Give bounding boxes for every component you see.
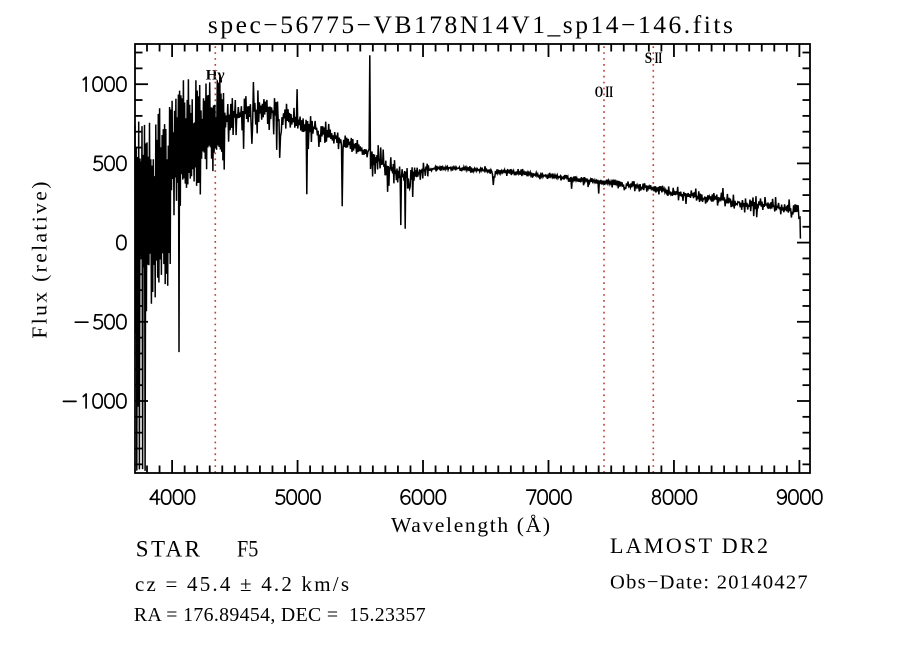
svg-text:STAR: STAR <box>136 536 201 561</box>
svg-text:O: O <box>595 84 603 101</box>
svg-text:Flux (relative): Flux (relative) <box>28 182 52 339</box>
svg-text:S: S <box>645 50 652 67</box>
svg-text:RA = 176.89454, DEC = 15.2335: RA = 176.89454, DEC = 15.23357 <box>134 604 426 626</box>
svg-text:spec−56775−VB178N14V1_sp14−146: spec−56775−VB178N14V1_sp14−146.fits <box>208 10 733 39</box>
svg-text:LAMOST DR2: LAMOST DR2 <box>610 533 768 558</box>
svg-text:Wavelength (Å): Wavelength (Å) <box>391 513 550 537</box>
svg-text:II: II <box>605 84 613 101</box>
svg-text:II: II <box>655 50 663 67</box>
svg-text:cz = 45.4 ± 4.2 km/s: cz = 45.4 ± 4.2 km/s <box>135 572 349 596</box>
svg-text:F5: F5 <box>237 536 258 561</box>
svg-text:Obs−Date: 20140427: Obs−Date: 20140427 <box>610 572 808 594</box>
